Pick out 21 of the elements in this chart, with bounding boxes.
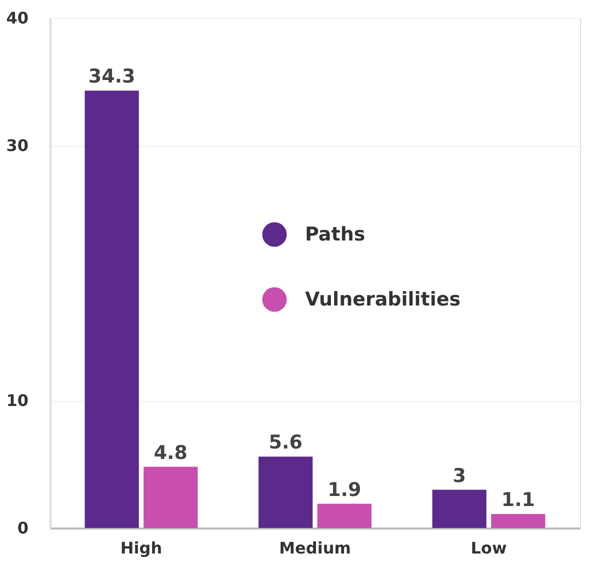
bar bbox=[144, 466, 198, 528]
data-label: 1.1 bbox=[501, 488, 536, 511]
data-label: 1.9 bbox=[328, 478, 362, 501]
y-tick-label: 0 bbox=[17, 518, 28, 538]
y-tick-label: 10 bbox=[6, 391, 28, 410]
legend-label: Vulnerabilities bbox=[305, 288, 461, 310]
y-tick-label: 30 bbox=[6, 136, 28, 155]
bar bbox=[317, 504, 372, 528]
legend-label: Paths bbox=[305, 224, 366, 246]
y-tick-label: 40 bbox=[6, 8, 28, 28]
data-label: 5.6 bbox=[268, 432, 302, 454]
x-tick-label: High bbox=[120, 538, 162, 558]
data-label: 3 bbox=[452, 464, 466, 487]
bar bbox=[491, 514, 546, 528]
bar bbox=[258, 456, 313, 528]
bar bbox=[432, 490, 486, 528]
data-label: 4.8 bbox=[154, 442, 188, 464]
data-label: 34.3 bbox=[88, 66, 136, 88]
bar bbox=[84, 90, 139, 528]
x-tick-label: Low bbox=[470, 538, 507, 558]
x-tick-label: Medium bbox=[279, 538, 351, 558]
